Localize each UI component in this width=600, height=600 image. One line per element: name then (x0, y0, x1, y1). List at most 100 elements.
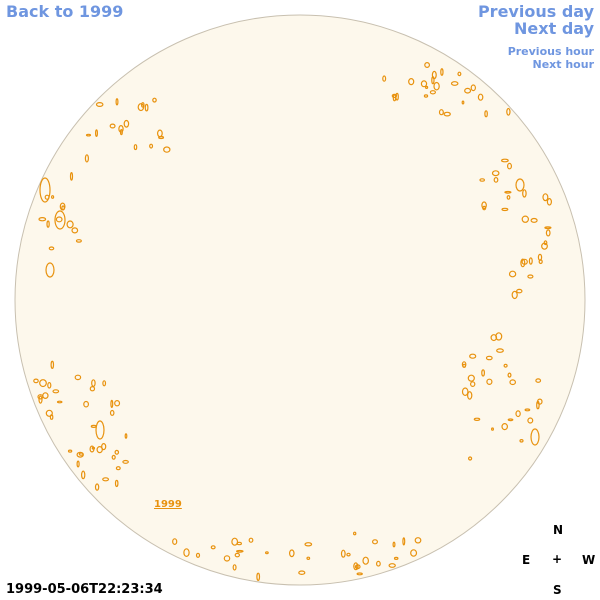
contour-mark (346, 552, 351, 557)
contour-mark (425, 85, 429, 90)
contour-mark (52, 389, 60, 394)
contour-mark (515, 410, 521, 418)
contour-mark (414, 537, 422, 544)
contour-mark (89, 445, 95, 453)
contour-mark (102, 477, 110, 482)
contour-mark (461, 361, 467, 368)
contour-mark (55, 216, 63, 223)
contour-mark (486, 378, 493, 385)
contour-mark (84, 154, 90, 163)
contour-mark (507, 418, 514, 422)
contour-mark (183, 548, 190, 557)
contour-mark (479, 178, 486, 182)
contour-mark (392, 541, 396, 548)
contour-mark (527, 274, 534, 279)
contour-mark (133, 144, 138, 151)
contour-mark (149, 143, 154, 149)
contour-mark (91, 379, 96, 388)
contour-mark (76, 451, 84, 458)
observation-timestamp: 1999-05-06T22:23:34 (6, 582, 163, 597)
contour-mark (506, 194, 511, 200)
contour-mark (481, 201, 487, 210)
contour-mark (96, 446, 103, 454)
contour-mark (546, 198, 553, 206)
contour-mark (75, 239, 82, 243)
contour-mark (234, 552, 240, 558)
contour-mark (94, 483, 100, 491)
contour-mark (503, 363, 508, 368)
contour-mark (429, 90, 436, 95)
contour-mark (521, 258, 528, 265)
contour-mark (298, 570, 306, 576)
contour-mark (495, 332, 503, 341)
contour-mark (504, 190, 512, 194)
contour-mark (248, 537, 254, 543)
contour-mark (477, 93, 484, 101)
contour-mark (496, 348, 504, 353)
contour-mark (362, 556, 370, 565)
contour-mark (71, 227, 79, 234)
contour-mark (232, 564, 237, 571)
contour-mark (76, 460, 80, 468)
next-day-link[interactable]: Next day (514, 19, 594, 38)
contour-mark (519, 438, 524, 443)
contour-mark (520, 258, 526, 268)
contour-mark (356, 572, 363, 576)
contour-mark (69, 171, 74, 181)
compass-north: N (553, 523, 564, 537)
next-hour-link[interactable]: Next hour (532, 58, 595, 71)
contour-mark (481, 369, 486, 377)
contour-mark (109, 409, 115, 416)
contour-mark (491, 170, 500, 177)
contour-mark (372, 539, 379, 545)
contour-mark (56, 400, 63, 404)
contour-mark (433, 81, 440, 91)
contour-mark (507, 162, 513, 170)
contour-mark (524, 408, 531, 412)
contour-mark (509, 379, 517, 386)
contour-mark (80, 470, 86, 480)
contour-mark (538, 259, 543, 265)
contour-mark (306, 556, 311, 561)
contour-mark (49, 414, 54, 420)
contour-mark (535, 378, 542, 383)
contour-mark (118, 124, 124, 133)
contour-mark (288, 549, 295, 558)
contour-mark (123, 119, 130, 128)
magnetic-contours (33, 61, 553, 582)
contour-mark (114, 400, 121, 407)
contour-mark (464, 87, 472, 94)
contour-mark (304, 542, 313, 547)
solar-disk (14, 14, 586, 586)
contour-mark (45, 409, 53, 417)
contour-mark (236, 549, 244, 553)
contour-loop (39, 177, 51, 203)
previous-day-link[interactable]: Previous day (477, 2, 594, 21)
region-label-link[interactable]: 1999 (154, 499, 182, 510)
contour-mark (66, 220, 74, 229)
contour-mark (83, 400, 89, 408)
contour-mark (545, 229, 551, 237)
contour-loop (515, 178, 525, 192)
contour-mark (223, 555, 231, 562)
contour-mark (423, 94, 429, 98)
contour-loop (530, 428, 540, 446)
contour-mark (340, 549, 346, 558)
contour-mark (50, 195, 55, 199)
contour-mark (470, 381, 476, 388)
contour-mark (236, 541, 242, 546)
compass-west: W (582, 553, 596, 567)
contour-mark (144, 103, 149, 112)
back-to-year-link[interactable]: Back to 1999 (6, 2, 124, 21)
contour-mark (527, 417, 534, 424)
contour-mark (48, 246, 55, 251)
contour-mark (408, 77, 415, 86)
contour-mark (382, 75, 387, 82)
contour-mark (95, 101, 104, 107)
contour-mark (530, 217, 538, 223)
contour-mark (152, 97, 157, 103)
contour-mark (354, 564, 361, 570)
contour-mark (521, 215, 530, 223)
previous-hour-link[interactable]: Previous hour (507, 45, 594, 58)
contour-mark (467, 374, 475, 382)
